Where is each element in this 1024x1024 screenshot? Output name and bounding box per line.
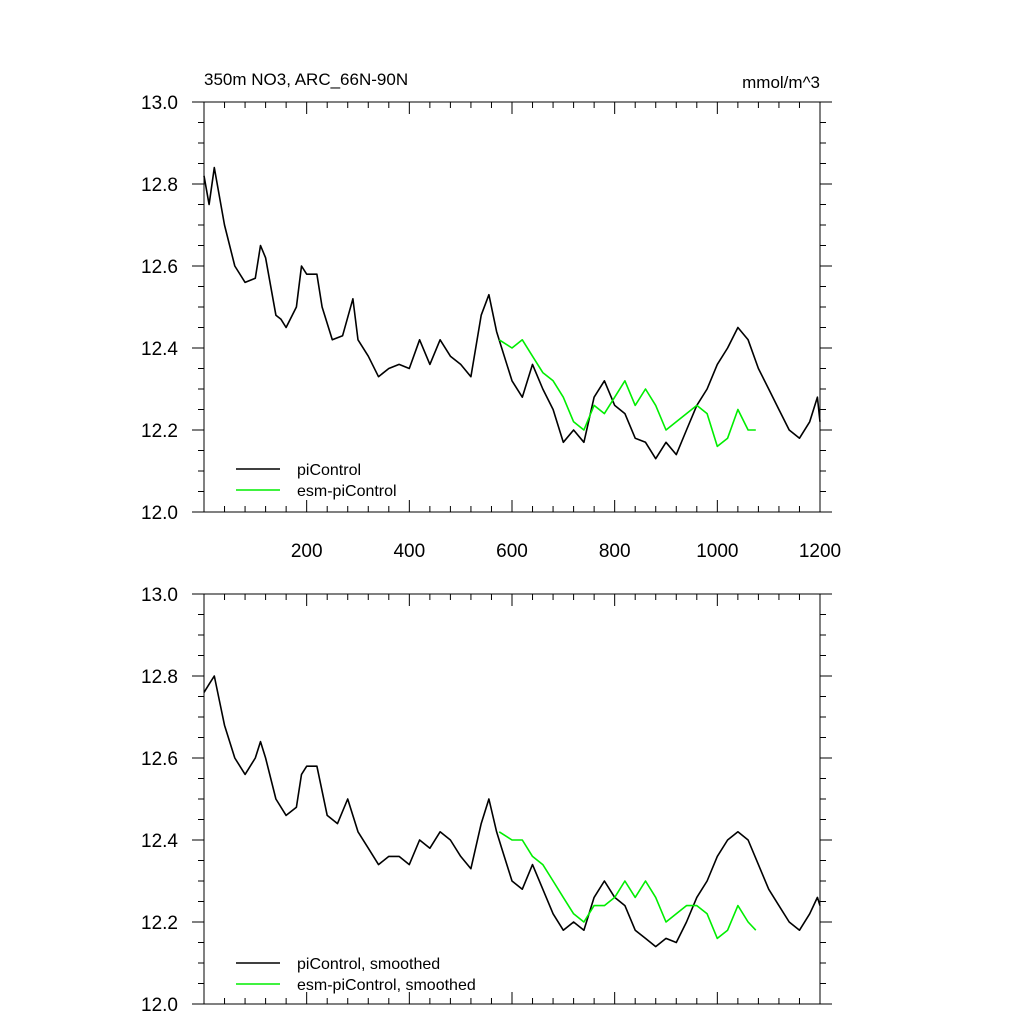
series-lines bbox=[203, 166, 821, 460]
y-tick-label: 12.0 bbox=[141, 995, 178, 1016]
series-lines bbox=[203, 675, 821, 948]
y-tick-label: 12.2 bbox=[141, 421, 178, 442]
tick-marks bbox=[192, 101, 832, 513]
legend: piControl esm-piControl bbox=[236, 462, 397, 500]
y-tick-label: 12.4 bbox=[141, 339, 178, 360]
y-tick-labels: 12.0 12.2 12.4 12.6 12.8 13.0 bbox=[141, 93, 178, 524]
legend-label-picontrol-smoothed: piControl, smoothed bbox=[297, 956, 440, 973]
x-tick-label: 400 bbox=[393, 541, 425, 562]
x-tick-label: 1000 bbox=[696, 541, 738, 562]
y-tick-labels: 12.0 12.2 12.4 12.6 12.8 13.0 bbox=[141, 585, 178, 1016]
y-tick-label: 12.8 bbox=[141, 175, 178, 196]
bottom-series-esm-picontrol-smoothed bbox=[498, 831, 757, 940]
y-tick-label: 12.4 bbox=[141, 831, 178, 852]
x-tick-label: 600 bbox=[496, 541, 528, 562]
legend-label-esm-picontrol-smoothed: esm-piControl, smoothed bbox=[297, 977, 476, 994]
legend: piControl, smoothed esm-piControl, smoot… bbox=[236, 956, 476, 994]
y-tick-label: 13.0 bbox=[141, 93, 178, 114]
top-series-picontrol bbox=[203, 166, 821, 460]
legend-label-picontrol: piControl bbox=[297, 462, 361, 479]
y-tick-label: 12.6 bbox=[141, 257, 178, 278]
chart-title: 350m NO3, ARC_66N-90N bbox=[204, 70, 408, 89]
x-tick-label: 1200 bbox=[799, 541, 841, 562]
top-series-esm-picontrol bbox=[498, 338, 756, 448]
y-tick-label: 12.6 bbox=[141, 749, 178, 770]
bottom-series-picontrol-smoothed bbox=[203, 675, 821, 948]
legend-label-esm-picontrol: esm-piControl bbox=[297, 483, 397, 500]
y-tick-label: 12.0 bbox=[141, 503, 178, 524]
x-tick-label: 800 bbox=[599, 541, 631, 562]
y-tick-label: 13.0 bbox=[141, 585, 178, 606]
x-tick-label: 200 bbox=[291, 541, 323, 562]
bottom-panel: 12.0 12.2 12.4 12.6 12.8 13.0 piControl, smoo… bbox=[141, 585, 832, 1016]
units-label: mmol/m^3 bbox=[742, 73, 820, 92]
y-tick-label: 12.8 bbox=[141, 667, 178, 688]
tick-marks bbox=[192, 593, 832, 1005]
x-tick-labels: 200 400 600 800 1000 1200 bbox=[291, 541, 841, 562]
y-tick-label: 12.2 bbox=[141, 913, 178, 934]
top-panel: 350m NO3, ARC_66N-90N mmol/m^3 12.012.21… bbox=[141, 70, 841, 562]
plot-frame bbox=[203, 593, 821, 1005]
